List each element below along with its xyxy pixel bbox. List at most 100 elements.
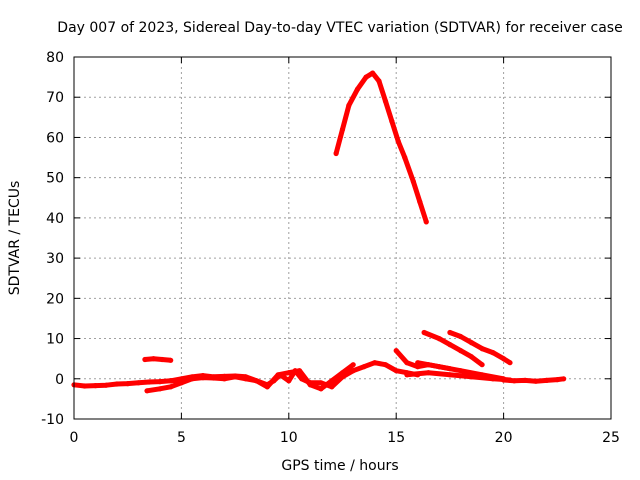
data-point [168,357,174,363]
y-tick-label: 80 [46,50,64,66]
plot-frame [73,56,612,420]
data-point [561,376,567,382]
data-point [92,383,99,389]
data-point [417,199,423,205]
y-tick-label: 30 [46,251,64,267]
grid-layer [74,57,611,419]
data-point [468,340,474,346]
data-point [157,386,163,392]
data-point [168,384,174,390]
data-point [382,362,389,368]
data-point [404,360,410,366]
y-tick-label: 60 [46,130,64,146]
data-point [544,377,550,383]
data-point [339,370,346,376]
data-point [103,382,109,388]
data-point [511,378,517,384]
y-tick-label: 70 [46,90,64,106]
data-point [436,364,442,370]
series-arc-5 [333,70,429,223]
data-point [447,342,453,348]
x-tick-label: 5 [177,430,186,446]
data-point [211,374,217,380]
series-arc-2 [144,356,171,363]
data-point [533,378,539,384]
data-point [350,362,356,368]
y-tick-label: -10 [41,412,64,428]
data-point [135,380,141,386]
data-point [150,356,157,362]
data-point [370,70,376,76]
data-point [254,378,260,384]
data-point [159,356,165,363]
x-tick-label: 20 [495,430,513,446]
data-point [410,179,416,185]
data-point [425,370,431,376]
data-point [157,379,163,385]
data-point [501,377,507,383]
data-point [363,74,369,80]
data-point [415,360,421,366]
data-point [436,336,442,342]
data-point [372,360,378,366]
data-point [354,86,361,92]
data-point [382,98,389,104]
data-point [458,348,464,354]
data-point [144,388,150,394]
data-point [125,381,131,387]
x-tick-label: 15 [387,430,405,446]
series-arc-4 [170,362,355,392]
data-point [376,78,382,84]
data-point [447,329,453,336]
data-point [346,102,352,108]
data-point [404,372,410,378]
series-layer [71,70,567,394]
y-tick-label: 40 [46,211,64,227]
data-point [501,356,507,362]
tick-layer: 0 5 10 15 20 25 -10 0 10 20 30 40 50 60 70 80 [41,50,620,446]
data-point [447,372,453,378]
data-point [339,126,346,132]
data-point [458,333,464,340]
data-point [393,368,399,374]
data-point [275,372,281,378]
data-point [189,374,195,380]
x-axis-label: GPS time / hours [281,458,398,474]
data-point [421,329,427,336]
data-point [243,374,249,380]
data-point [490,350,496,356]
data-point [296,368,303,374]
data-point [142,356,148,363]
x-tick-label: 0 [70,430,79,446]
data-point [554,377,560,383]
data-point [114,381,120,387]
x-tick-label: 10 [280,430,298,446]
data-point [479,372,485,378]
data-point [522,377,528,383]
data-point [329,384,335,390]
data-point [350,368,356,374]
data-point [468,354,474,360]
chart-title: Day 007 of 2023, Sidereal Day-to-day VTE… [57,20,622,36]
data-point [318,380,324,386]
data-point [361,364,367,370]
data-point [307,382,313,388]
y-tick-label: 10 [46,332,64,348]
data-point [318,386,324,392]
data-point [264,384,270,390]
data-point [286,378,292,384]
data-point [479,346,485,352]
y-axis-label: SDTVAR / TECUs [7,181,23,296]
data-point [402,155,408,161]
data-point [221,373,227,379]
data-point [178,376,184,382]
data-point [168,378,174,384]
series-arc-7 [423,330,484,367]
data-point [146,379,152,385]
y-tick-label: 0 [55,372,64,388]
data-point [333,150,339,157]
data-point [507,360,513,366]
data-point [458,368,464,374]
data-point [395,138,401,145]
